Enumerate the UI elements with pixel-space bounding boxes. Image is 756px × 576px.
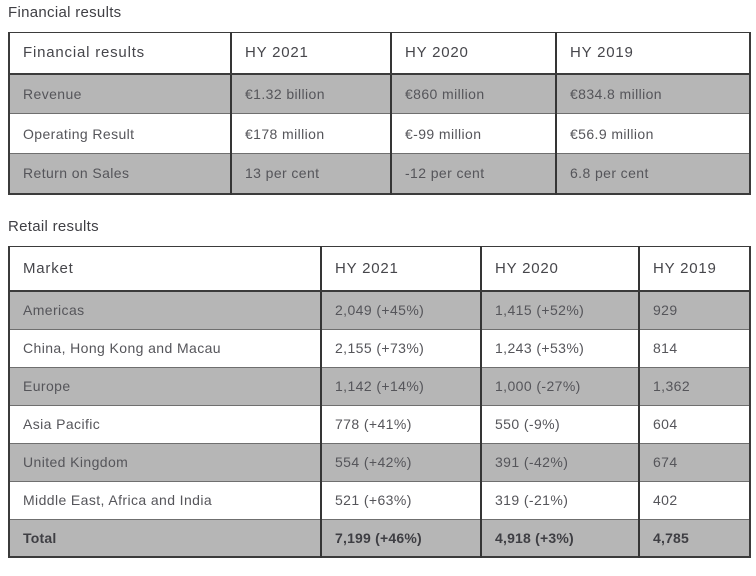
financial-header-cell-label: Financial results: [9, 32, 231, 75]
table-row-revenue: Revenue €1.32 billion €860 million €834.…: [9, 73, 750, 114]
retail-header-cell-hy2021: HY 2021: [320, 246, 481, 292]
retail-results-title: Retail results: [8, 217, 99, 235]
retail-header-cell-hy2020: HY 2020: [480, 246, 639, 292]
table-row-middle-east-africa-india: Middle East, Africa and India 521 (+63%)…: [9, 480, 750, 519]
cell-value: €860 million: [390, 73, 556, 114]
cell-value: 778 (+41%): [320, 404, 481, 443]
cell-value: 13 per cent: [230, 153, 391, 194]
row-label: Americas: [9, 291, 321, 329]
cell-value: 550 (-9%): [480, 404, 639, 443]
cell-value: €1.32 billion: [230, 73, 391, 114]
cell-value: 814: [638, 328, 750, 367]
cell-value: 1,000 (-27%): [480, 366, 639, 405]
cell-value: 7,199 (+46%): [320, 518, 481, 557]
row-label: Asia Pacific: [9, 404, 321, 443]
financial-results-table: Financial results HY 2021 HY 2020 HY 201…: [8, 32, 751, 195]
row-label: China, Hong Kong and Macau: [9, 328, 321, 367]
cell-value: €-99 million: [390, 113, 556, 154]
retail-results-section: Retail results Market HY 2021 HY 2020 HY…: [8, 217, 751, 558]
cell-value: 391 (-42%): [480, 442, 639, 481]
retail-header-cell-hy2019: HY 2019: [638, 246, 750, 292]
financial-header-cell-hy2020: HY 2020: [390, 32, 556, 75]
row-label: Middle East, Africa and India: [9, 480, 321, 519]
row-label: United Kingdom: [9, 442, 321, 481]
table-row-china-hong-kong-macau: China, Hong Kong and Macau 2,155 (+73%) …: [9, 328, 750, 367]
cell-value: 4,918 (+3%): [480, 518, 639, 557]
row-label: Europe: [9, 366, 321, 405]
table-row-united-kingdom: United Kingdom 554 (+42%) 391 (-42%) 674: [9, 442, 750, 481]
table-row-asia-pacific: Asia Pacific 778 (+41%) 550 (-9%) 604: [9, 404, 750, 443]
cell-value: 4,785: [638, 518, 750, 557]
table-row-americas: Americas 2,049 (+45%) 1,415 (+52%) 929: [9, 291, 750, 329]
row-label: Operating Result: [9, 113, 231, 154]
cell-value: 604: [638, 404, 750, 443]
financial-results-title: Financial results: [8, 4, 122, 21]
cell-value: €178 million: [230, 113, 391, 154]
table-row-operating-result: Operating Result €178 million €-99 milli…: [9, 113, 750, 154]
row-label: Total: [9, 518, 321, 557]
financial-header-cell-hy2019: HY 2019: [555, 32, 750, 75]
financial-results-section: Financial results Financial results HY 2…: [8, 4, 751, 195]
cell-value: 554 (+42%): [320, 442, 481, 481]
cell-value: 6.8 per cent: [555, 153, 750, 194]
cell-value: 402: [638, 480, 750, 519]
cell-value: 674: [638, 442, 750, 481]
cell-value: 1,243 (+53%): [480, 328, 639, 367]
row-label: Revenue: [9, 73, 231, 114]
cell-value: 1,362: [638, 366, 750, 405]
cell-value: -12 per cent: [390, 153, 556, 194]
cell-value: 521 (+63%): [320, 480, 481, 519]
row-label: Return on Sales: [9, 153, 231, 194]
financial-header-row: Financial results HY 2021 HY 2020 HY 201…: [9, 32, 750, 75]
cell-value: 319 (-21%): [480, 480, 639, 519]
cell-value: 929: [638, 291, 750, 329]
retail-results-table: Market HY 2021 HY 2020 HY 2019 Americas …: [8, 245, 751, 558]
cell-value: 2,049 (+45%): [320, 291, 481, 329]
cell-value: 1,415 (+52%): [480, 291, 639, 329]
table-row-europe: Europe 1,142 (+14%) 1,000 (-27%) 1,362: [9, 366, 750, 405]
cell-value: 1,142 (+14%): [320, 366, 481, 405]
cell-value: 2,155 (+73%): [320, 328, 481, 367]
cell-value: €56.9 million: [555, 113, 750, 154]
retail-header-row: Market HY 2021 HY 2020 HY 2019: [9, 246, 750, 292]
retail-header-cell-market: Market: [9, 246, 321, 292]
table-row-return-on-sales: Return on Sales 13 per cent -12 per cent…: [9, 153, 750, 194]
table-row-total: Total 7,199 (+46%) 4,918 (+3%) 4,785: [9, 518, 750, 557]
cell-value: €834.8 million: [555, 73, 750, 114]
financial-header-cell-hy2021: HY 2021: [230, 32, 391, 75]
